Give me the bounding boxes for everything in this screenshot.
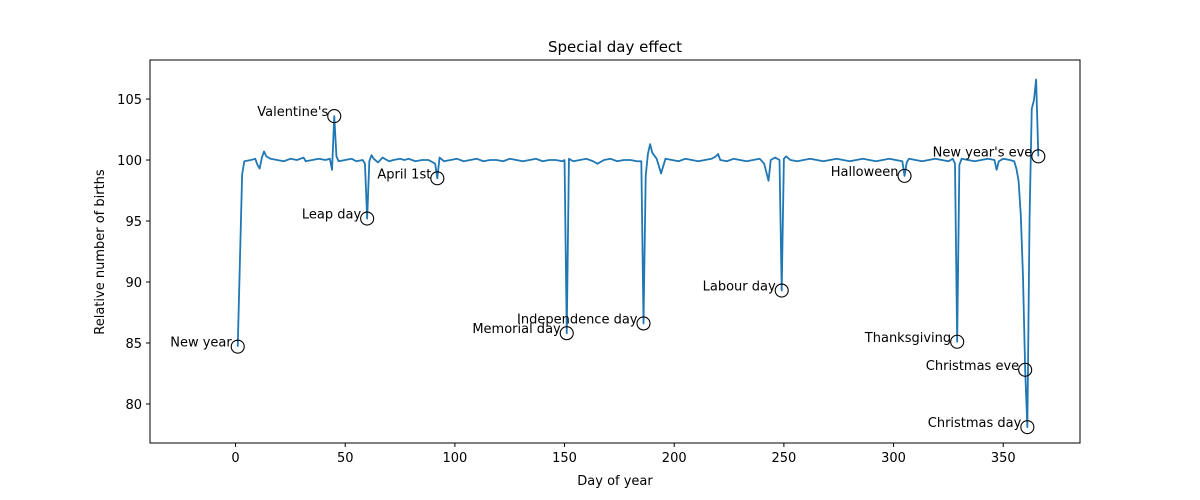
y-tick-label: 95 (125, 215, 142, 230)
annotation-label: Thanksgiving (864, 331, 951, 346)
x-tick-label: 50 (337, 451, 354, 466)
annotation-label: Leap day (302, 208, 362, 223)
x-tick-label: 0 (231, 451, 239, 466)
x-axis-label: Day of year (577, 474, 653, 489)
annotation-marker (897, 168, 912, 183)
annotation-label: Christmas eve (926, 359, 1019, 374)
y-axis-label: Relative number of births (93, 169, 108, 335)
annotation-marker (360, 211, 375, 226)
y-tick-label: 85 (125, 337, 142, 352)
annotation-marker (774, 283, 789, 298)
annotation-marker (950, 334, 965, 349)
annotation-marker (1018, 362, 1033, 377)
annotation-marker (636, 316, 651, 331)
y-tick-label: 80 (125, 398, 142, 413)
annotation-label: Christmas day (928, 416, 1022, 431)
y-tick-label: 100 (117, 154, 142, 169)
y-tick-label: 105 (117, 93, 142, 108)
annotation-label: Labour day (703, 280, 776, 295)
annotation-label: April 1st (377, 167, 431, 182)
annotation-label: New year (170, 336, 232, 351)
annotation-marker (327, 109, 342, 124)
plot-frame (149, 59, 1081, 444)
chart-title: Special day effect (548, 38, 682, 56)
x-tick-label: 200 (662, 451, 687, 466)
x-tick-label: 150 (552, 451, 577, 466)
annotation-label: New year's eve (933, 145, 1033, 160)
x-tick-label: 350 (991, 451, 1016, 466)
axes: 0 50 100 150 200 250 300 350 80 85 90 95 100 105 (117, 93, 1015, 466)
annotation-marker (1031, 149, 1046, 164)
x-tick-label: 300 (881, 451, 906, 466)
births-series-line (236, 78, 1040, 429)
annotation-label: Halloween (831, 165, 899, 180)
annotation-marker (230, 339, 245, 354)
annotation-label: Independence day (517, 312, 638, 327)
x-tick-label: 250 (771, 451, 796, 466)
annotation-label: Valentine's (257, 105, 328, 120)
y-tick-label: 90 (125, 276, 142, 291)
annotation-marker (559, 326, 574, 341)
annotation-marker (430, 171, 445, 186)
annotation-label: Memorial day (472, 322, 561, 337)
x-tick-label: 100 (442, 451, 467, 466)
annotation-marker (1020, 420, 1035, 435)
plot-area: New year Valentine's Leap day April 1st Memo… (170, 78, 1046, 435)
